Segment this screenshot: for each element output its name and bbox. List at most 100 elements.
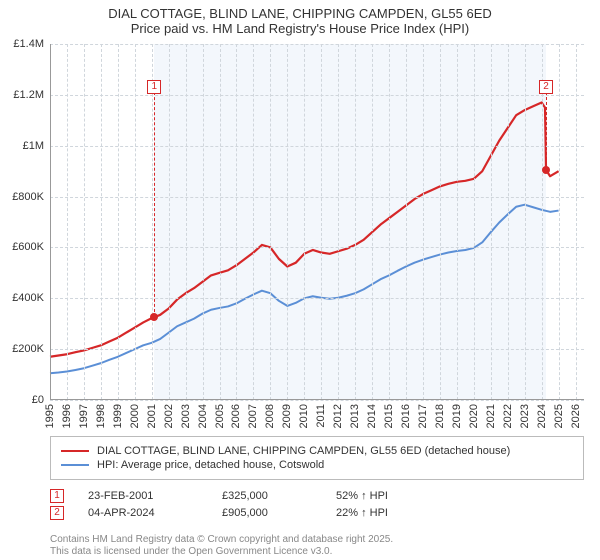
x-gridline: [508, 44, 509, 400]
y-gridline: [50, 298, 584, 299]
title-line1: DIAL COTTAGE, BLIND LANE, CHIPPING CAMPD…: [0, 6, 600, 21]
sale-marker-icon: 1: [50, 489, 64, 503]
y-gridline: [50, 44, 584, 45]
x-tick-label: 1997: [78, 400, 90, 428]
x-tick-label: 2013: [349, 400, 361, 428]
footer: Contains HM Land Registry data © Crown c…: [50, 534, 393, 558]
x-gridline: [270, 44, 271, 400]
x-tick-label: 2020: [468, 400, 480, 428]
x-tick-label: 2011: [315, 400, 327, 428]
legend-swatch-price-paid: [61, 450, 89, 452]
x-tick-label: 2022: [502, 400, 514, 428]
x-tick-label: 2006: [230, 400, 242, 428]
sale-marker-icon: 2: [50, 506, 64, 520]
x-axis: [50, 399, 584, 400]
x-gridline: [372, 44, 373, 400]
x-tick-label: 2005: [214, 400, 226, 428]
sale-marker-box: 2: [539, 80, 553, 94]
sale-table: 1 23-FEB-2001 £325,000 52% ↑ HPI 2 04-AP…: [50, 486, 584, 523]
x-tick-label: 2018: [434, 400, 446, 428]
sale-pct: 22% ↑ HPI: [336, 507, 456, 519]
x-gridline: [576, 44, 577, 400]
y-tick-label: £800K: [12, 191, 50, 203]
y-gridline: [50, 197, 584, 198]
x-tick-label: 2004: [197, 400, 209, 428]
y-gridline: [50, 247, 584, 248]
x-gridline: [203, 44, 204, 400]
x-tick-label: 2012: [332, 400, 344, 428]
sale-row: 1 23-FEB-2001 £325,000 52% ↑ HPI: [50, 489, 584, 503]
y-tick-label: £1.2M: [13, 89, 50, 101]
x-gridline: [304, 44, 305, 400]
legend-label: DIAL COTTAGE, BLIND LANE, CHIPPING CAMPD…: [97, 445, 510, 457]
x-gridline: [559, 44, 560, 400]
sale-price: £325,000: [222, 490, 312, 502]
x-tick-label: 2008: [264, 400, 276, 428]
legend-label: HPI: Average price, detached house, Cots…: [97, 459, 324, 471]
x-gridline: [321, 44, 322, 400]
x-gridline: [423, 44, 424, 400]
x-gridline: [169, 44, 170, 400]
x-gridline: [355, 44, 356, 400]
x-tick-label: 1998: [95, 400, 107, 428]
y-tick-label: £600K: [12, 241, 50, 253]
x-gridline: [457, 44, 458, 400]
chart-area: £0£200K£400K£600K£800K£1M£1.2M£1.4M19951…: [50, 44, 584, 400]
y-tick-label: £200K: [12, 343, 50, 355]
x-gridline: [338, 44, 339, 400]
y-tick-label: £1M: [23, 140, 50, 152]
sale-date: 23-FEB-2001: [88, 490, 198, 502]
legend-item-price-paid: DIAL COTTAGE, BLIND LANE, CHIPPING CAMPD…: [61, 445, 573, 457]
x-tick-label: 2003: [180, 400, 192, 428]
x-gridline: [84, 44, 85, 400]
x-tick-label: 2015: [383, 400, 395, 428]
x-gridline: [253, 44, 254, 400]
x-gridline: [525, 44, 526, 400]
x-gridline: [542, 44, 543, 400]
sale-row: 2 04-APR-2024 £905,000 22% ↑ HPI: [50, 506, 584, 520]
x-tick-label: 2025: [553, 400, 565, 428]
x-gridline: [186, 44, 187, 400]
y-axis: [50, 44, 51, 400]
title-line2: Price paid vs. HM Land Registry's House …: [0, 21, 600, 36]
y-gridline: [50, 95, 584, 96]
y-gridline: [50, 349, 584, 350]
x-tick-label: 2000: [129, 400, 141, 428]
legend-item-hpi: HPI: Average price, detached house, Cots…: [61, 459, 573, 471]
x-gridline: [236, 44, 237, 400]
x-gridline: [67, 44, 68, 400]
x-tick-label: 1996: [61, 400, 73, 428]
x-tick-label: 2007: [247, 400, 259, 428]
x-gridline: [220, 44, 221, 400]
sale-marker-line: [154, 87, 155, 317]
footer-line2: This data is licensed under the Open Gov…: [50, 546, 393, 558]
x-gridline: [118, 44, 119, 400]
x-tick-label: 2001: [146, 400, 158, 428]
x-gridline: [491, 44, 492, 400]
y-tick-label: £400K: [12, 292, 50, 304]
legend: DIAL COTTAGE, BLIND LANE, CHIPPING CAMPD…: [50, 436, 584, 480]
sale-date: 04-APR-2024: [88, 507, 198, 519]
x-tick-label: 2016: [400, 400, 412, 428]
x-tick-label: 1995: [44, 400, 56, 428]
x-tick-label: 2017: [417, 400, 429, 428]
x-gridline: [474, 44, 475, 400]
x-gridline: [389, 44, 390, 400]
x-gridline: [440, 44, 441, 400]
x-tick-label: 2026: [570, 400, 582, 428]
y-tick-label: £1.4M: [13, 38, 50, 50]
sale-marker-line: [546, 87, 547, 170]
legend-swatch-hpi: [61, 464, 89, 466]
sale-marker-box: 1: [147, 80, 161, 94]
x-tick-label: 2023: [519, 400, 531, 428]
x-tick-label: 2019: [451, 400, 463, 428]
x-tick-label: 2009: [281, 400, 293, 428]
y-gridline: [50, 146, 584, 147]
sale-price: £905,000: [222, 507, 312, 519]
x-gridline: [135, 44, 136, 400]
x-tick-label: 2014: [366, 400, 378, 428]
x-tick-label: 1999: [112, 400, 124, 428]
x-gridline: [101, 44, 102, 400]
x-tick-label: 2010: [298, 400, 310, 428]
sale-marker-dot: [150, 313, 158, 321]
